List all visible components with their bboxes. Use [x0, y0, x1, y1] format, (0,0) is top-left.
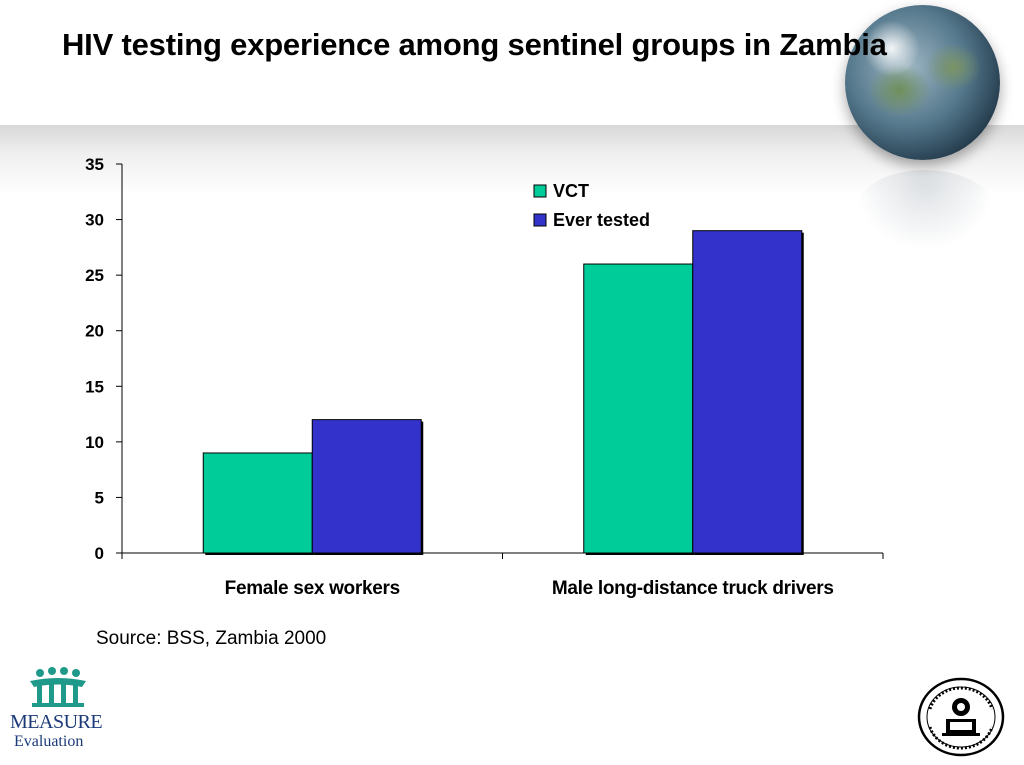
slide-title: HIV testing experience among sentinel gr… [62, 27, 887, 62]
measure-label: MEASURE [10, 711, 103, 733]
bar-vct [583, 263, 694, 554]
legend-label: VCT [553, 181, 589, 201]
y-tick-label: 30 [85, 211, 104, 230]
bar-chart: 0 5 10 15 20 25 30 35 Female sex workers Male lon… [85, 155, 884, 599]
evaluation-label: Evaluation [14, 733, 84, 750]
y-tick-label: 20 [85, 322, 104, 341]
legend-label: Ever tested [553, 210, 650, 230]
x-category-label: Male long-distance truck drivers [552, 578, 834, 599]
legend-swatch [533, 213, 547, 227]
y-tick-label: 35 [85, 155, 104, 174]
globe-image [845, 5, 1000, 160]
header-gradient-band [0, 125, 1024, 195]
measure-evaluation-wordmark: MEASURE Evaluation [10, 712, 110, 752]
y-tick-label: 25 [85, 266, 104, 285]
y-tick-label: 15 [85, 377, 104, 396]
x-category-label: Female sex workers [225, 578, 400, 599]
university-seal-logo [917, 677, 1005, 757]
source-note: Source: BSS, Zambia 2000 [96, 628, 327, 649]
globe-reflection [855, 170, 995, 250]
y-tick-label: 0 [95, 544, 104, 563]
bar-ever-tested [311, 419, 422, 554]
y-tick-label: 5 [95, 488, 104, 507]
measure-evaluation-logo [30, 667, 86, 707]
y-tick-label: 10 [85, 433, 104, 452]
legend-swatch [533, 184, 547, 198]
bar-vct [202, 452, 313, 554]
bar-ever-tested [692, 230, 803, 554]
